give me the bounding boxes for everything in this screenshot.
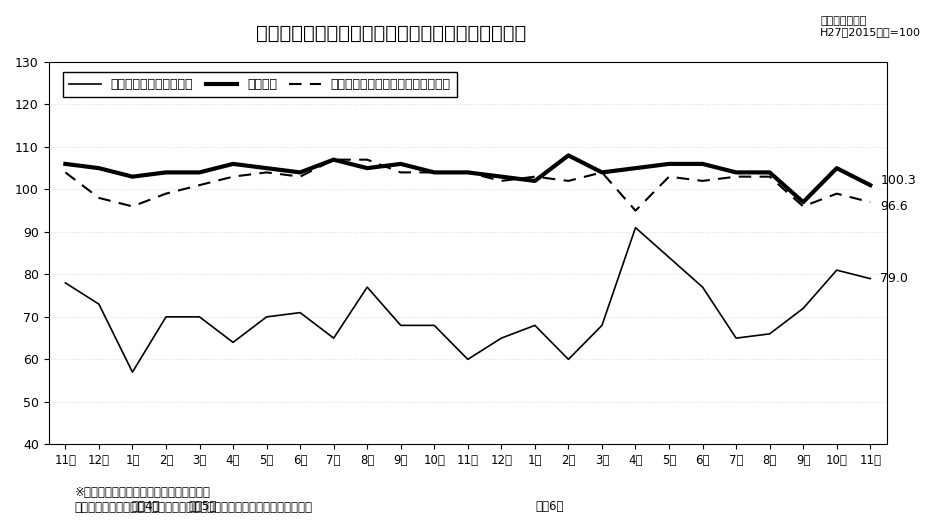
畜産関係 <box>764 169 775 176</box>
飲料（焼酎・清涼飲料） <box>697 284 708 290</box>
飲料（焼酎・清涼飲料） <box>764 331 775 337</box>
飲料（焼酎・清涼飲料） <box>563 356 574 363</box>
食料品工業（除く畜産関係・飲料） <box>798 203 809 210</box>
飲料（焼酎・清涼飲料） <box>596 322 608 329</box>
畜産関係 <box>295 169 306 176</box>
飲料（焼酎・清涼飲料） <box>496 335 507 341</box>
Text: 100.3: 100.3 <box>881 174 916 188</box>
食料品工業（除く畜産関係・飲料） <box>496 178 507 184</box>
飲料（焼酎・清涼飲料） <box>261 314 272 320</box>
食料品工業（除く畜産関係・飲料） <box>630 208 641 214</box>
飲料（焼酎・清涼飲料） <box>731 335 742 341</box>
食料品工業（除く畜産関係・飲料） <box>462 169 473 176</box>
畜産関係 <box>563 152 574 159</box>
飲料（焼酎・清涼飲料） <box>630 224 641 231</box>
食料品工業（除く畜産関係・飲料） <box>60 169 71 176</box>
飲料（焼酎・清涼飲料） <box>60 280 71 286</box>
畜産関係 <box>261 165 272 171</box>
飲料（焼酎・清涼飲料） <box>395 322 406 329</box>
食料品工業（除く畜産関係・飲料） <box>664 173 675 180</box>
畜産関係 <box>529 178 541 184</box>
畜産関係 <box>630 165 641 171</box>
畜産関係 <box>596 169 608 176</box>
食料品工業（除く畜産関係・飲料） <box>529 173 541 180</box>
畜産関係 <box>362 165 373 171</box>
畜産関係 <box>664 161 675 167</box>
飲料（焼酎・清涼飲料） <box>328 335 339 341</box>
食料品工業（除く畜産関係・飲料） <box>261 169 272 176</box>
食料品工業（除く畜産関係・飲料） <box>429 169 440 176</box>
畜産関係 <box>697 161 708 167</box>
畜産関係 <box>395 161 406 167</box>
畜産関係 <box>93 165 104 171</box>
畜産関係 <box>60 161 71 167</box>
飲料（焼酎・清涼飲料） <box>127 369 138 375</box>
畜産関係 <box>127 173 138 180</box>
飲料（焼酎・清涼飲料） <box>529 322 541 329</box>
食料品工業（除く畜産関係・飲料） <box>295 173 306 180</box>
食料品工業（除く畜産関係・飲料） <box>227 173 239 180</box>
Text: 79.0: 79.0 <box>881 272 908 285</box>
食料品工業（除く畜産関係・飲料） <box>563 178 574 184</box>
畜産関係 <box>462 169 473 176</box>
食料品工業（除く畜産関係・飲料） <box>127 203 138 210</box>
食料品工業（除く畜産関係・飲料） <box>328 157 339 163</box>
飲料（焼酎・清涼飲料） <box>462 356 473 363</box>
Text: 令和4年: 令和4年 <box>131 500 159 514</box>
Text: ※畜産関係＝　食肉、乳製品、配合飼料等
　食料品工業（除く畜産関係・飲料）＝　食料品工業－（畜産関係＋飲料）: ※畜産関係＝ 食肉、乳製品、配合飼料等 食料品工業（除く畜産関係・飲料）＝ 食料… <box>75 486 312 514</box>
畜産関係 <box>227 161 239 167</box>
畜産関係 <box>831 165 843 171</box>
食料品工業（除く畜産関係・飲料） <box>865 199 876 205</box>
食料品工業（除く畜産関係・飲料） <box>362 157 373 163</box>
Text: 令和6年: 令和6年 <box>535 500 564 514</box>
飲料（焼酎・清涼飲料） <box>865 276 876 282</box>
畜産関係 <box>194 169 205 176</box>
飲料（焼酎・清涼飲料） <box>295 310 306 316</box>
飲料（焼酎・清涼飲料） <box>227 339 239 345</box>
畜産関係 <box>429 169 440 176</box>
食料品工業（除く畜産関係・飲料） <box>395 169 406 176</box>
飲料（焼酎・清涼飲料） <box>831 267 843 274</box>
Line: 畜産関係: 畜産関係 <box>65 156 870 202</box>
飲料（焼酎・清涼飲料） <box>429 322 440 329</box>
Text: 季節調整済指数
H27（2015）年=100: 季節調整済指数 H27（2015）年=100 <box>820 16 921 37</box>
飲料（焼酎・清涼飲料） <box>93 301 104 307</box>
Line: 飲料（焼酎・清涼飲料）: 飲料（焼酎・清涼飲料） <box>65 227 870 372</box>
食料品工業（除く畜産関係・飲料） <box>697 178 708 184</box>
Text: 96.6: 96.6 <box>881 200 908 213</box>
Legend: 飲料（焼酎・清涼飲料）, 畜産関係, 食料品工業（除く畜産関係・飲料）: 飲料（焼酎・清涼飲料）, 畜産関係, 食料品工業（除く畜産関係・飲料） <box>63 72 457 97</box>
飲料（焼酎・清涼飲料） <box>798 305 809 312</box>
食料品工業（除く畜産関係・飲料） <box>731 173 742 180</box>
Text: 食料品工業（畜産関係・飲料・その他）の生産指数: 食料品工業（畜産関係・飲料・その他）の生産指数 <box>256 24 527 42</box>
Line: 食料品工業（除く畜産関係・飲料）: 食料品工業（除く畜産関係・飲料） <box>65 160 870 211</box>
食料品工業（除く畜産関係・飲料） <box>93 195 104 201</box>
畜産関係 <box>160 169 171 176</box>
畜産関係 <box>865 182 876 188</box>
飲料（焼酎・清涼飲料） <box>362 284 373 290</box>
畜産関係 <box>731 169 742 176</box>
Text: 令和5年: 令和5年 <box>188 500 217 514</box>
畜産関係 <box>328 157 339 163</box>
食料品工業（除く畜産関係・飲料） <box>831 191 843 197</box>
畜産関係 <box>496 173 507 180</box>
飲料（焼酎・清涼飲料） <box>664 254 675 260</box>
食料品工業（除く畜産関係・飲料） <box>160 191 171 197</box>
畜産関係 <box>798 199 809 205</box>
食料品工業（除く畜産関係・飲料） <box>764 173 775 180</box>
飲料（焼酎・清涼飲料） <box>160 314 171 320</box>
食料品工業（除く畜産関係・飲料） <box>194 182 205 188</box>
食料品工業（除く畜産関係・飲料） <box>596 169 608 176</box>
飲料（焼酎・清涼飲料） <box>194 314 205 320</box>
